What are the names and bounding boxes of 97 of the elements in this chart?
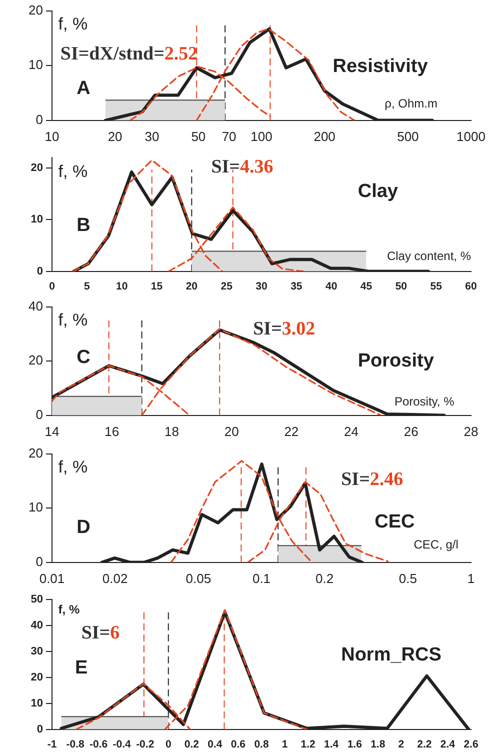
x-tick-label: 0.6 [230, 738, 246, 751]
y-tick-label: 20 [30, 672, 43, 684]
x-tick-label: 0.4 [208, 738, 222, 751]
x-axis-title: ρ, Ohm.m [384, 96, 438, 110]
text: Norm_RCS [341, 644, 442, 666]
x-tick-label: 16 [104, 424, 120, 439]
y-axis-title: f, % [58, 602, 80, 616]
y-tick-label: 50 [30, 594, 43, 606]
x-tick-label: 500 [397, 128, 419, 144]
x-tick-label: 20 [186, 280, 198, 293]
annotation: A [76, 78, 91, 99]
x-tick-label: -0.8 [66, 738, 84, 751]
annotation: B [76, 215, 90, 236]
x-tick-label: -1 [47, 738, 57, 751]
x-tick-label: 2.4 [440, 738, 456, 751]
x-tick-label: 1.4 [324, 738, 339, 751]
x-tick-label: 1 [467, 570, 475, 586]
x-tick-label: 2.2 [417, 738, 432, 751]
x-tick-label: 0 [165, 738, 172, 751]
x-axis-title: Clay content, % [386, 248, 472, 263]
x-tick-label: -0.6 [90, 738, 108, 751]
x-tick-label: 5 [84, 280, 90, 293]
x-tick-label: 22 [284, 424, 299, 439]
x-tick-label: 50 [191, 128, 206, 144]
x-tick-label: 45 [360, 280, 372, 293]
text: Clay [358, 180, 398, 202]
x-axis-title: CEC, g/l [414, 537, 458, 552]
y-axis-title: f, % [58, 310, 88, 330]
x-tick-label: 0.02 [102, 570, 128, 586]
x-tick-label: 55 [430, 280, 442, 293]
x-tick-label: 1000 [456, 128, 486, 144]
x-tick-label: 0.2 [316, 570, 334, 586]
y-tick-label: 20 [30, 162, 43, 174]
x-tick-label: 60 [465, 280, 477, 293]
x-tick-label: 30 [144, 128, 160, 144]
y-tick-label: 40 [30, 620, 43, 632]
y-tick-label: 40 [28, 298, 43, 314]
x-tick-label: 2 [398, 738, 404, 751]
x-tick-label: 0.05 [186, 570, 212, 586]
y-tick-label: 0 [36, 112, 43, 127]
y-axis-title: f, % [58, 162, 88, 182]
x-tick-label: 0.01 [39, 570, 65, 586]
x-tick-label: 0.1 [252, 570, 271, 586]
y-tick-label: 0 [36, 265, 43, 278]
x-tick-label: 100 [250, 128, 272, 144]
x-tick-label: 20 [108, 128, 122, 144]
annotation: SI=dX/stnd=2.52 [60, 44, 198, 65]
x-tick-label: 20 [224, 424, 239, 439]
x-tick-label: 15 [150, 280, 163, 293]
x-tick-label: 35 [290, 280, 302, 293]
x-tick-label: 0.5 [398, 570, 417, 586]
x-tick-label: 25 [220, 280, 233, 293]
x-tick-label: 14 [44, 424, 60, 439]
x-tick-label: 0.2 [184, 738, 200, 751]
annotation: E [74, 658, 88, 679]
annotation: SI=2.46 [341, 468, 404, 490]
y-tick-label: 30 [30, 646, 43, 658]
text: CEC [374, 511, 416, 532]
x-tick-label: 0.8 [254, 738, 269, 751]
y-axis-title: f, % [58, 458, 88, 477]
x-tick-label: -0.2 [136, 738, 154, 751]
text: Porosity [358, 350, 434, 372]
x-tick-label: 0 [49, 280, 56, 293]
text: Resistivity [332, 56, 428, 77]
x-tick-label: 2.6 [464, 738, 478, 751]
x-tick-label: 24 [344, 424, 359, 439]
y-tick-label: 0 [36, 554, 43, 569]
x-tick-label: 18 [164, 424, 179, 439]
x-tick-label: 1.2 [300, 738, 316, 751]
x-tick-label: 10 [116, 280, 128, 293]
annotation: D [76, 516, 90, 538]
y-tick-label: 0 [36, 406, 43, 422]
x-tick-label: 1 [282, 738, 288, 751]
annotation: SI=4.36 [211, 156, 274, 178]
y-tick-label: 10 [30, 214, 43, 226]
x-tick-label: 1.8 [370, 738, 386, 751]
x-tick-label: 28 [464, 424, 478, 439]
y-tick-label: 0 [36, 723, 43, 736]
y-tick-label: 10 [28, 57, 43, 72]
annotation: SI=3.02 [253, 318, 316, 340]
x-tick-label: 70 [222, 128, 236, 144]
x-tick-label: 30 [256, 280, 268, 293]
x-tick-label: 200 [314, 128, 336, 144]
x-tick-label: -0.4 [112, 738, 132, 751]
y-axis-title: f, % [58, 14, 88, 34]
y-tick-label: 20 [28, 352, 43, 368]
annotation: C [76, 347, 91, 368]
y-tick-label: 10 [30, 697, 43, 710]
y-tick-label: 20 [28, 445, 43, 460]
x-tick-label: 1.6 [347, 738, 362, 751]
x-tick-label: 40 [325, 280, 338, 293]
x-tick-label: 50 [395, 280, 408, 293]
y-tick-label: 20 [28, 2, 43, 18]
x-tick-label: 26 [404, 424, 418, 439]
y-tick-label: 10 [28, 500, 43, 515]
x-axis-title: Porosity, % [394, 394, 455, 409]
annotation: SI=6 [81, 622, 120, 644]
